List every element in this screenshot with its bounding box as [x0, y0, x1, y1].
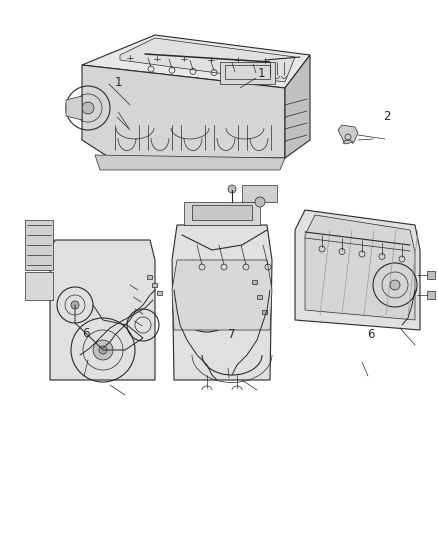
Bar — [251, 280, 256, 284]
Polygon shape — [25, 272, 53, 300]
Circle shape — [389, 280, 399, 290]
Polygon shape — [241, 185, 276, 202]
Circle shape — [227, 185, 236, 193]
Polygon shape — [284, 55, 309, 158]
Text: 2: 2 — [382, 110, 390, 123]
Circle shape — [82, 102, 94, 114]
Bar — [147, 275, 152, 279]
Text: 6: 6 — [366, 328, 374, 341]
Circle shape — [93, 340, 113, 360]
Text: 7: 7 — [227, 328, 235, 341]
Polygon shape — [66, 96, 82, 120]
Polygon shape — [50, 240, 155, 380]
Bar — [191, 205, 251, 220]
Polygon shape — [172, 225, 272, 380]
Text: 1: 1 — [114, 76, 122, 89]
Polygon shape — [25, 220, 53, 270]
Bar — [426, 291, 434, 299]
Bar — [225, 65, 269, 79]
Polygon shape — [304, 215, 414, 320]
Polygon shape — [82, 65, 284, 158]
Polygon shape — [337, 125, 357, 144]
Polygon shape — [82, 35, 309, 88]
Circle shape — [197, 290, 216, 310]
Bar — [157, 291, 162, 295]
Circle shape — [71, 301, 79, 309]
Bar — [219, 62, 274, 84]
Bar — [426, 271, 434, 279]
Polygon shape — [120, 38, 294, 82]
Polygon shape — [294, 210, 419, 330]
Polygon shape — [95, 155, 284, 170]
Polygon shape — [184, 202, 259, 225]
Bar — [152, 283, 157, 287]
Text: 6: 6 — [81, 327, 89, 340]
Circle shape — [254, 197, 265, 207]
Text: 1: 1 — [257, 67, 265, 80]
Polygon shape — [172, 260, 272, 330]
Circle shape — [99, 346, 107, 354]
Bar — [261, 310, 266, 314]
Bar — [256, 295, 261, 299]
